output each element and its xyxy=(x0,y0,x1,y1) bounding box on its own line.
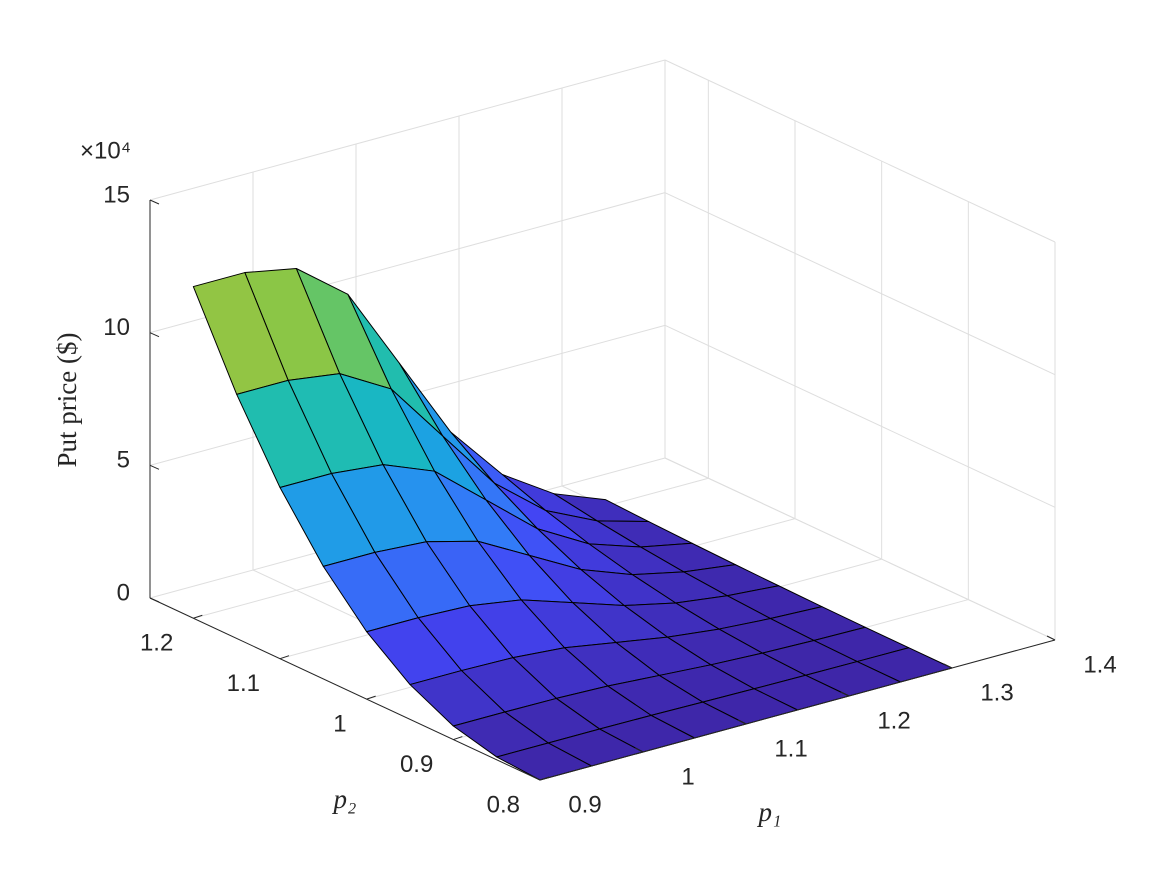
x-axis-label: p₁ xyxy=(757,797,782,827)
grid-line xyxy=(664,59,1056,243)
x-axis xyxy=(539,639,1056,781)
y-tick xyxy=(539,776,550,781)
x-tick xyxy=(531,775,541,781)
z-tick xyxy=(149,199,160,205)
y-tick-label: 0.8 xyxy=(487,791,520,818)
grid-line xyxy=(149,59,666,201)
x-tick xyxy=(1046,635,1056,641)
y-tick xyxy=(453,736,463,741)
x-tick xyxy=(840,691,850,697)
y-axis-label: p₂ xyxy=(332,784,357,814)
x-tick xyxy=(943,663,953,669)
x-tick-label: 1 xyxy=(681,763,694,790)
z-tick xyxy=(149,332,160,338)
grid-line xyxy=(664,192,1056,376)
x-tick-label: 0.9 xyxy=(568,791,601,818)
z-tick xyxy=(149,597,160,603)
z-tick-label: 0 xyxy=(117,579,130,606)
axes: 0.9 1 1.1 1.2 1.3 1.4 0.8 0.9 1 1.1 1.2 0 5 10 15 xyxy=(103,181,1116,818)
z-tick xyxy=(149,464,160,470)
x-tick xyxy=(737,719,747,725)
x-tick-label: 1.3 xyxy=(980,679,1013,706)
grid-line xyxy=(664,324,1056,508)
y-tick xyxy=(193,614,203,619)
y-tick-label: 1.2 xyxy=(140,630,173,657)
surface xyxy=(192,268,953,781)
y-axis xyxy=(149,597,541,781)
z-tick-label: 15 xyxy=(103,181,130,208)
z-tick-label: 5 xyxy=(117,447,130,474)
z-tick-label: 10 xyxy=(103,314,130,341)
z-multiplier: ×10⁴ xyxy=(80,137,131,164)
y-tick-label: 0.9 xyxy=(400,751,433,778)
x-tick-label: 1.2 xyxy=(877,707,910,734)
y-tick xyxy=(279,655,290,660)
y-tick xyxy=(366,695,376,700)
z-axis-label: Put price ($) xyxy=(52,333,82,468)
y-tick-label: 1.1 xyxy=(227,670,260,697)
x-tick xyxy=(634,747,644,753)
y-tick-label: 1 xyxy=(333,710,346,737)
grid-line xyxy=(664,457,1056,641)
x-tick-label: 1.1 xyxy=(774,735,807,762)
x-tick-label: 1.4 xyxy=(1083,651,1116,678)
